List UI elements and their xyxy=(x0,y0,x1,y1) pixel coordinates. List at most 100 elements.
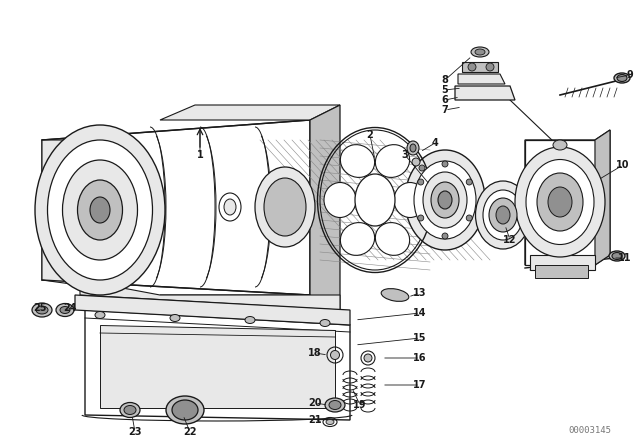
Polygon shape xyxy=(535,265,588,278)
Text: 9: 9 xyxy=(627,70,634,80)
Ellipse shape xyxy=(245,316,255,323)
Text: 24: 24 xyxy=(63,303,77,313)
Ellipse shape xyxy=(418,179,424,185)
Ellipse shape xyxy=(412,158,420,166)
Ellipse shape xyxy=(609,251,625,261)
Ellipse shape xyxy=(405,150,485,250)
Ellipse shape xyxy=(376,223,410,255)
Ellipse shape xyxy=(330,350,339,359)
Ellipse shape xyxy=(471,47,489,57)
Text: 11: 11 xyxy=(618,253,632,263)
Ellipse shape xyxy=(264,178,306,236)
Text: 10: 10 xyxy=(616,160,630,170)
Polygon shape xyxy=(455,86,515,100)
Ellipse shape xyxy=(496,206,510,224)
Ellipse shape xyxy=(340,223,374,255)
Ellipse shape xyxy=(120,402,140,418)
Ellipse shape xyxy=(381,289,409,302)
Polygon shape xyxy=(310,105,340,310)
Ellipse shape xyxy=(364,354,372,362)
Ellipse shape xyxy=(376,145,410,177)
Ellipse shape xyxy=(47,140,152,280)
Ellipse shape xyxy=(320,319,330,327)
Ellipse shape xyxy=(170,314,180,322)
Ellipse shape xyxy=(124,405,136,414)
Polygon shape xyxy=(85,310,350,420)
Ellipse shape xyxy=(553,140,567,150)
Text: 13: 13 xyxy=(413,288,427,298)
Ellipse shape xyxy=(419,165,425,171)
Text: 1: 1 xyxy=(196,150,204,160)
Text: 00003145: 00003145 xyxy=(568,426,611,435)
Ellipse shape xyxy=(483,190,523,240)
Ellipse shape xyxy=(442,161,448,167)
Ellipse shape xyxy=(77,180,122,240)
Ellipse shape xyxy=(325,398,345,412)
Ellipse shape xyxy=(324,182,356,217)
Text: 3: 3 xyxy=(402,150,408,160)
Polygon shape xyxy=(42,140,115,290)
Ellipse shape xyxy=(166,396,204,424)
Text: 6: 6 xyxy=(442,95,449,105)
Ellipse shape xyxy=(468,63,476,71)
Ellipse shape xyxy=(414,161,476,239)
Polygon shape xyxy=(525,140,595,265)
Polygon shape xyxy=(462,62,498,72)
Ellipse shape xyxy=(36,306,48,314)
Text: 21: 21 xyxy=(308,415,322,425)
Ellipse shape xyxy=(438,191,452,209)
Polygon shape xyxy=(80,280,340,310)
Ellipse shape xyxy=(431,182,459,218)
Polygon shape xyxy=(100,325,335,408)
Polygon shape xyxy=(160,295,340,310)
Ellipse shape xyxy=(172,400,198,420)
Polygon shape xyxy=(160,105,340,120)
Text: 14: 14 xyxy=(413,308,427,318)
Text: 5: 5 xyxy=(442,85,449,95)
Ellipse shape xyxy=(617,74,627,82)
Ellipse shape xyxy=(467,179,472,185)
Text: 17: 17 xyxy=(413,380,427,390)
Ellipse shape xyxy=(340,145,374,177)
Ellipse shape xyxy=(355,174,395,226)
Ellipse shape xyxy=(537,173,583,231)
Ellipse shape xyxy=(329,401,341,409)
Text: 18: 18 xyxy=(308,348,322,358)
Ellipse shape xyxy=(476,181,531,249)
Ellipse shape xyxy=(90,197,110,223)
Text: 25: 25 xyxy=(33,303,47,313)
Text: 4: 4 xyxy=(431,138,438,148)
Ellipse shape xyxy=(95,311,105,319)
Text: 7: 7 xyxy=(442,105,449,115)
Ellipse shape xyxy=(614,73,630,83)
Ellipse shape xyxy=(442,233,448,239)
Ellipse shape xyxy=(489,198,517,232)
Ellipse shape xyxy=(423,172,467,228)
Polygon shape xyxy=(75,295,350,325)
Ellipse shape xyxy=(515,147,605,257)
Ellipse shape xyxy=(418,215,424,221)
Text: 2: 2 xyxy=(367,130,373,140)
Ellipse shape xyxy=(63,160,138,260)
Text: 20: 20 xyxy=(308,398,322,408)
Polygon shape xyxy=(42,120,310,295)
Ellipse shape xyxy=(548,187,572,217)
Ellipse shape xyxy=(407,141,419,155)
Text: 22: 22 xyxy=(183,427,196,437)
Polygon shape xyxy=(530,255,595,270)
Ellipse shape xyxy=(224,199,236,215)
Text: 23: 23 xyxy=(128,427,141,437)
Ellipse shape xyxy=(410,144,416,152)
Ellipse shape xyxy=(219,193,241,221)
Ellipse shape xyxy=(467,215,472,221)
Ellipse shape xyxy=(394,182,426,217)
Polygon shape xyxy=(525,130,610,265)
Polygon shape xyxy=(595,130,610,265)
Ellipse shape xyxy=(526,159,594,245)
Ellipse shape xyxy=(35,125,165,295)
Ellipse shape xyxy=(60,306,70,314)
Text: 12: 12 xyxy=(503,235,516,245)
Ellipse shape xyxy=(255,167,315,247)
Polygon shape xyxy=(458,74,505,84)
Text: 16: 16 xyxy=(413,353,427,363)
